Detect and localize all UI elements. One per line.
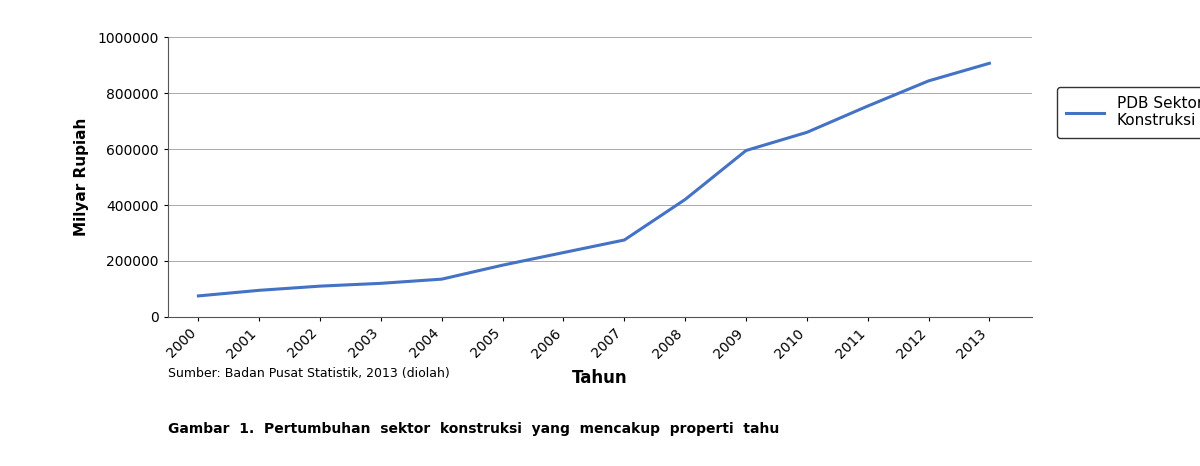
X-axis label: Tahun: Tahun [572,369,628,387]
Y-axis label: Milyar Rupiah: Milyar Rupiah [74,118,89,236]
PDB Sektor
Konstruksi [313,283,328,289]
PDB Sektor
Konstruksi [496,262,510,268]
PDB Sektor
Konstruksi [922,78,936,84]
PDB Sektor
Konstruksi [617,237,631,243]
PDB Sektor
Konstruksi [678,197,692,202]
PDB Sektor
Konstruksi [860,103,875,109]
PDB Sektor
Konstruksi [557,250,571,255]
PDB Sektor
Konstruksi [983,61,997,66]
PDB Sektor
Konstruksi [434,276,449,282]
Text: Gambar  1.  Pertumbuhan  sektor  konstruksi  yang  mencakup  properti  tahu: Gambar 1. Pertumbuhan sektor konstruksi … [168,422,779,436]
PDB Sektor
Konstruksi [799,130,814,135]
PDB Sektor
Konstruksi [252,288,266,293]
PDB Sektor
Konstruksi [739,148,754,153]
PDB Sektor
Konstruksi [373,281,388,286]
PDB Sektor
Konstruksi [191,293,205,299]
Line: PDB Sektor
Konstruksi: PDB Sektor Konstruksi [198,63,990,296]
Text: Sumber: Badan Pusat Statistik, 2013 (diolah): Sumber: Badan Pusat Statistik, 2013 (dio… [168,368,450,380]
Legend: PDB Sektor
Konstruksi: PDB Sektor Konstruksi [1057,87,1200,137]
